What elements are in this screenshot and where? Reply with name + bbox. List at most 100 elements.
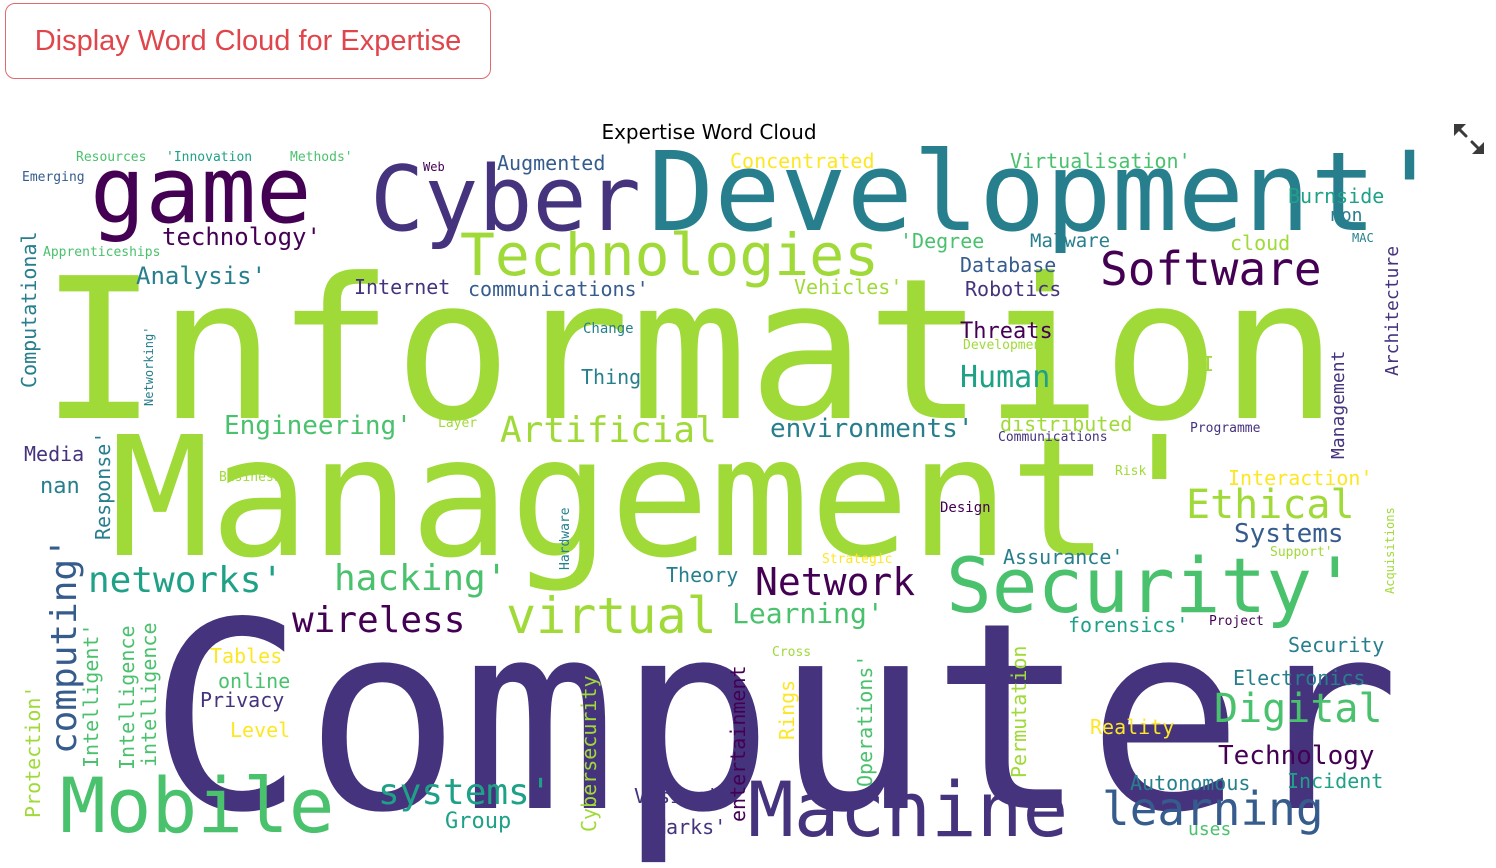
word-malware: Malware: [1030, 230, 1110, 252]
word-computer: Computer: [148, 568, 1400, 868]
word-robotics: Robotics: [965, 277, 1061, 301]
word-rings: Rings: [775, 680, 799, 740]
word-intelligent: Intelligent': [79, 624, 103, 769]
word-thing: Thing: [581, 365, 641, 389]
word-mobile: Mobile: [60, 761, 335, 850]
word-change: Change: [583, 321, 634, 337]
word-communications: Communications: [998, 430, 1108, 445]
word-intelligence: intelligence: [137, 623, 161, 768]
word-methods: Methods': [290, 150, 353, 165]
word-business: Business: [219, 470, 282, 485]
word-level: Level: [230, 718, 290, 742]
word-cyber: Cyber: [370, 147, 641, 252]
word-risk: Risk: [1115, 464, 1146, 479]
word-learning: learning: [1102, 782, 1324, 836]
chart-title: Expertise Word Cloud: [601, 120, 817, 144]
word-technologies: Technologies: [460, 221, 879, 289]
display-word-cloud-button[interactable]: Display Word Cloud for Expertise: [5, 3, 491, 79]
word-distributed: distributed: [1000, 412, 1132, 436]
word-learning: Learning': [732, 597, 884, 630]
word-autonomous: Autonomous: [1130, 771, 1250, 795]
word-design: Design: [940, 500, 991, 516]
word-networking: Networking': [142, 327, 156, 406]
word-architecture: Architecture: [1382, 246, 1403, 376]
word-game: game: [90, 137, 312, 244]
word-internet: Internet: [354, 275, 450, 299]
word-strategic: Strategic: [822, 552, 892, 567]
word-concentrated: Concentrated: [730, 149, 875, 173]
word-virtual: virtual: [506, 587, 717, 645]
word-forensics: forensics': [1068, 613, 1188, 637]
word-cybersecurity: Cybersecurity: [577, 675, 601, 832]
word-environments: environments': [770, 414, 974, 444]
word-ethical: Ethical: [1186, 482, 1355, 528]
word-uses: uses: [1188, 819, 1231, 840]
word-operations: Operations': [853, 655, 877, 787]
word-management: Management': [110, 402, 1209, 595]
word-hacking: hacking': [334, 558, 507, 599]
word-innovation: 'Innovation: [166, 150, 252, 165]
word-ai: AI: [1190, 352, 1214, 376]
word-computational: Computational: [17, 231, 41, 388]
word-degree: 'Degree: [900, 229, 984, 253]
word-emerging: Emerging: [22, 170, 85, 185]
word-marks: Marks': [654, 815, 726, 839]
word-nan: nan: [40, 474, 80, 499]
word-assurance: Assurance': [1003, 545, 1123, 569]
word-layer: Layer: [438, 416, 477, 431]
word-analysis: Analysis': [136, 262, 266, 290]
word-cross: Cross: [772, 645, 811, 660]
word-development: Development: [963, 338, 1049, 353]
word-electronics: Electronics: [1233, 666, 1365, 690]
word-vision: Vision': [634, 784, 718, 808]
word-mac: MAC: [1352, 231, 1374, 245]
word-web: Web: [423, 160, 445, 174]
word-programme: Programme: [1190, 421, 1261, 436]
word-development: Development': [648, 128, 1443, 256]
word-project: Project: [1209, 614, 1264, 629]
word-reality: Reality: [1090, 715, 1174, 739]
word-augmented: Augmented: [497, 151, 605, 175]
word-burnside: Burnside: [1288, 184, 1384, 208]
word-human: Human: [960, 360, 1050, 395]
word-virtualisation: Virtualisation': [1010, 149, 1191, 173]
word-intelligence: Intelligence: [115, 626, 139, 771]
word-digital: Digital: [1214, 686, 1383, 732]
word-online: online: [218, 669, 290, 693]
word-vehicles: Vehicles': [794, 275, 902, 299]
word-artificial: Artificial: [500, 410, 717, 451]
word-tables: Tables: [210, 644, 282, 668]
word-cloud: cloud: [1230, 231, 1290, 255]
word-computing: computing': [44, 537, 85, 754]
word-hardware: Hardware: [558, 507, 573, 570]
word-theory: Theory: [666, 563, 738, 587]
word-technology: technology': [162, 223, 321, 251]
word-management: Management: [1328, 351, 1349, 459]
word-engineering: Engineering': [224, 411, 412, 441]
word-privacy: Privacy: [200, 688, 284, 712]
word-threats: Threats: [960, 319, 1053, 344]
word-security: Security': [946, 541, 1358, 630]
word-machine: Machine: [748, 765, 1068, 854]
word-networks: networks': [88, 560, 283, 601]
word-non: non: [1330, 205, 1363, 226]
word-media: Media: [24, 442, 84, 466]
word-security: Security: [1288, 633, 1384, 657]
word-response: Response': [91, 432, 115, 540]
word-entertainment: entertainment: [726, 665, 750, 822]
word-systems: Systems: [1234, 519, 1344, 549]
word-protection: Protection': [21, 686, 45, 818]
word-wireless: wireless: [292, 600, 465, 641]
word-systems: systems': [378, 772, 551, 813]
word-incident: Incident: [1287, 769, 1383, 793]
word-apprenticeships: Apprenticeships: [43, 245, 160, 260]
word-group: Group: [445, 809, 511, 834]
word-interaction: Interaction': [1228, 466, 1373, 490]
word-technology: Technology: [1218, 741, 1375, 771]
word-communications: communications': [468, 277, 649, 301]
word-information: Information: [40, 237, 1338, 465]
word-support: Support': [1270, 545, 1333, 560]
expand-icon[interactable]: [1450, 120, 1488, 158]
word-software: Software: [1100, 242, 1322, 296]
word-network: Network: [755, 560, 915, 604]
